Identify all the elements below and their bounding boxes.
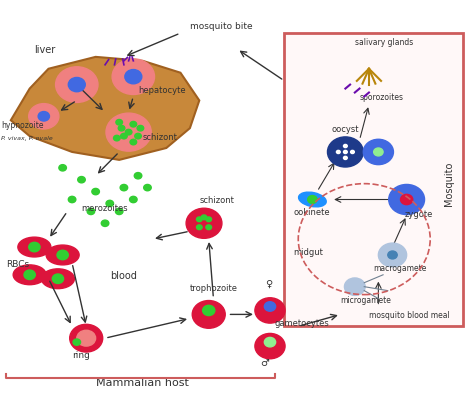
Text: schizont: schizont [143,133,178,142]
Circle shape [114,135,120,141]
Circle shape [363,139,393,165]
Circle shape [337,150,340,154]
Polygon shape [11,57,199,160]
Circle shape [202,305,215,316]
Text: salivary glands: salivary glands [355,38,413,47]
Circle shape [78,176,85,183]
Circle shape [134,172,142,179]
Circle shape [92,188,100,195]
Circle shape [255,298,285,323]
Circle shape [120,184,128,191]
Circle shape [344,150,347,154]
Text: trophozoite: trophozoite [190,284,238,292]
Circle shape [206,225,211,229]
Circle shape [197,217,202,222]
Circle shape [55,67,98,103]
Text: gametocytes: gametocytes [275,319,329,328]
Circle shape [206,217,211,222]
Circle shape [264,302,276,311]
Text: midgut: midgut [293,248,323,257]
Text: oocyst: oocyst [331,125,359,134]
Circle shape [401,194,413,205]
Text: blood: blood [110,271,137,281]
Circle shape [106,113,151,151]
Ellipse shape [41,269,74,288]
Text: zygote: zygote [404,210,433,219]
FancyBboxPatch shape [284,33,463,326]
Circle shape [120,133,127,139]
Circle shape [118,125,125,131]
Text: Mammalian host: Mammalian host [96,378,189,388]
Circle shape [255,334,285,359]
Circle shape [186,208,222,238]
Circle shape [70,324,103,352]
Circle shape [344,144,347,148]
Circle shape [345,278,365,295]
Circle shape [135,133,141,139]
Text: microgamete: microgamete [341,296,392,304]
Text: P. vivax, P. ovale: P. vivax, P. ovale [1,136,53,141]
Text: liver: liver [35,45,55,55]
Circle shape [57,250,68,260]
Circle shape [29,242,40,252]
Text: ring: ring [72,351,90,360]
Text: ♀: ♀ [265,279,273,288]
Circle shape [125,69,142,84]
Circle shape [389,184,425,215]
Circle shape [68,196,76,203]
Text: hepatocyte: hepatocyte [138,85,186,95]
Circle shape [116,119,122,125]
Circle shape [197,225,202,229]
Circle shape [106,200,114,207]
Text: mosquito bite: mosquito bite [190,22,253,31]
Ellipse shape [18,237,51,257]
Circle shape [264,338,276,347]
Text: merozoites: merozoites [82,204,128,213]
Circle shape [38,112,49,121]
Circle shape [24,270,36,280]
Circle shape [378,243,407,267]
Text: macrogamete: macrogamete [374,264,427,273]
Text: ♂: ♂ [261,358,269,368]
Circle shape [192,300,225,328]
Circle shape [59,165,66,171]
Circle shape [87,208,95,215]
Circle shape [112,59,155,95]
Text: mosquito blood meal: mosquito blood meal [369,311,450,320]
Circle shape [201,215,207,220]
Circle shape [129,196,137,203]
Circle shape [77,330,96,346]
Circle shape [308,196,317,203]
Circle shape [101,220,109,227]
Circle shape [130,139,137,145]
Circle shape [29,104,59,129]
Circle shape [52,274,64,284]
Text: RBCs: RBCs [6,260,29,269]
Circle shape [137,125,144,131]
Circle shape [73,339,81,345]
Circle shape [116,208,123,215]
Circle shape [68,77,85,92]
Text: schizont: schizont [199,196,234,205]
Text: Mosquito: Mosquito [444,162,454,206]
Text: sporozoites: sporozoites [359,93,403,103]
Ellipse shape [299,192,326,207]
Text: ookinete: ookinete [293,208,330,217]
Ellipse shape [13,265,46,285]
Circle shape [374,148,383,156]
Circle shape [130,121,137,127]
Circle shape [144,184,151,191]
Circle shape [125,129,132,135]
Circle shape [328,137,363,167]
Text: hypnozoite: hypnozoite [1,121,44,130]
Circle shape [351,150,355,154]
Circle shape [388,251,397,259]
Circle shape [344,156,347,160]
Ellipse shape [46,245,79,265]
